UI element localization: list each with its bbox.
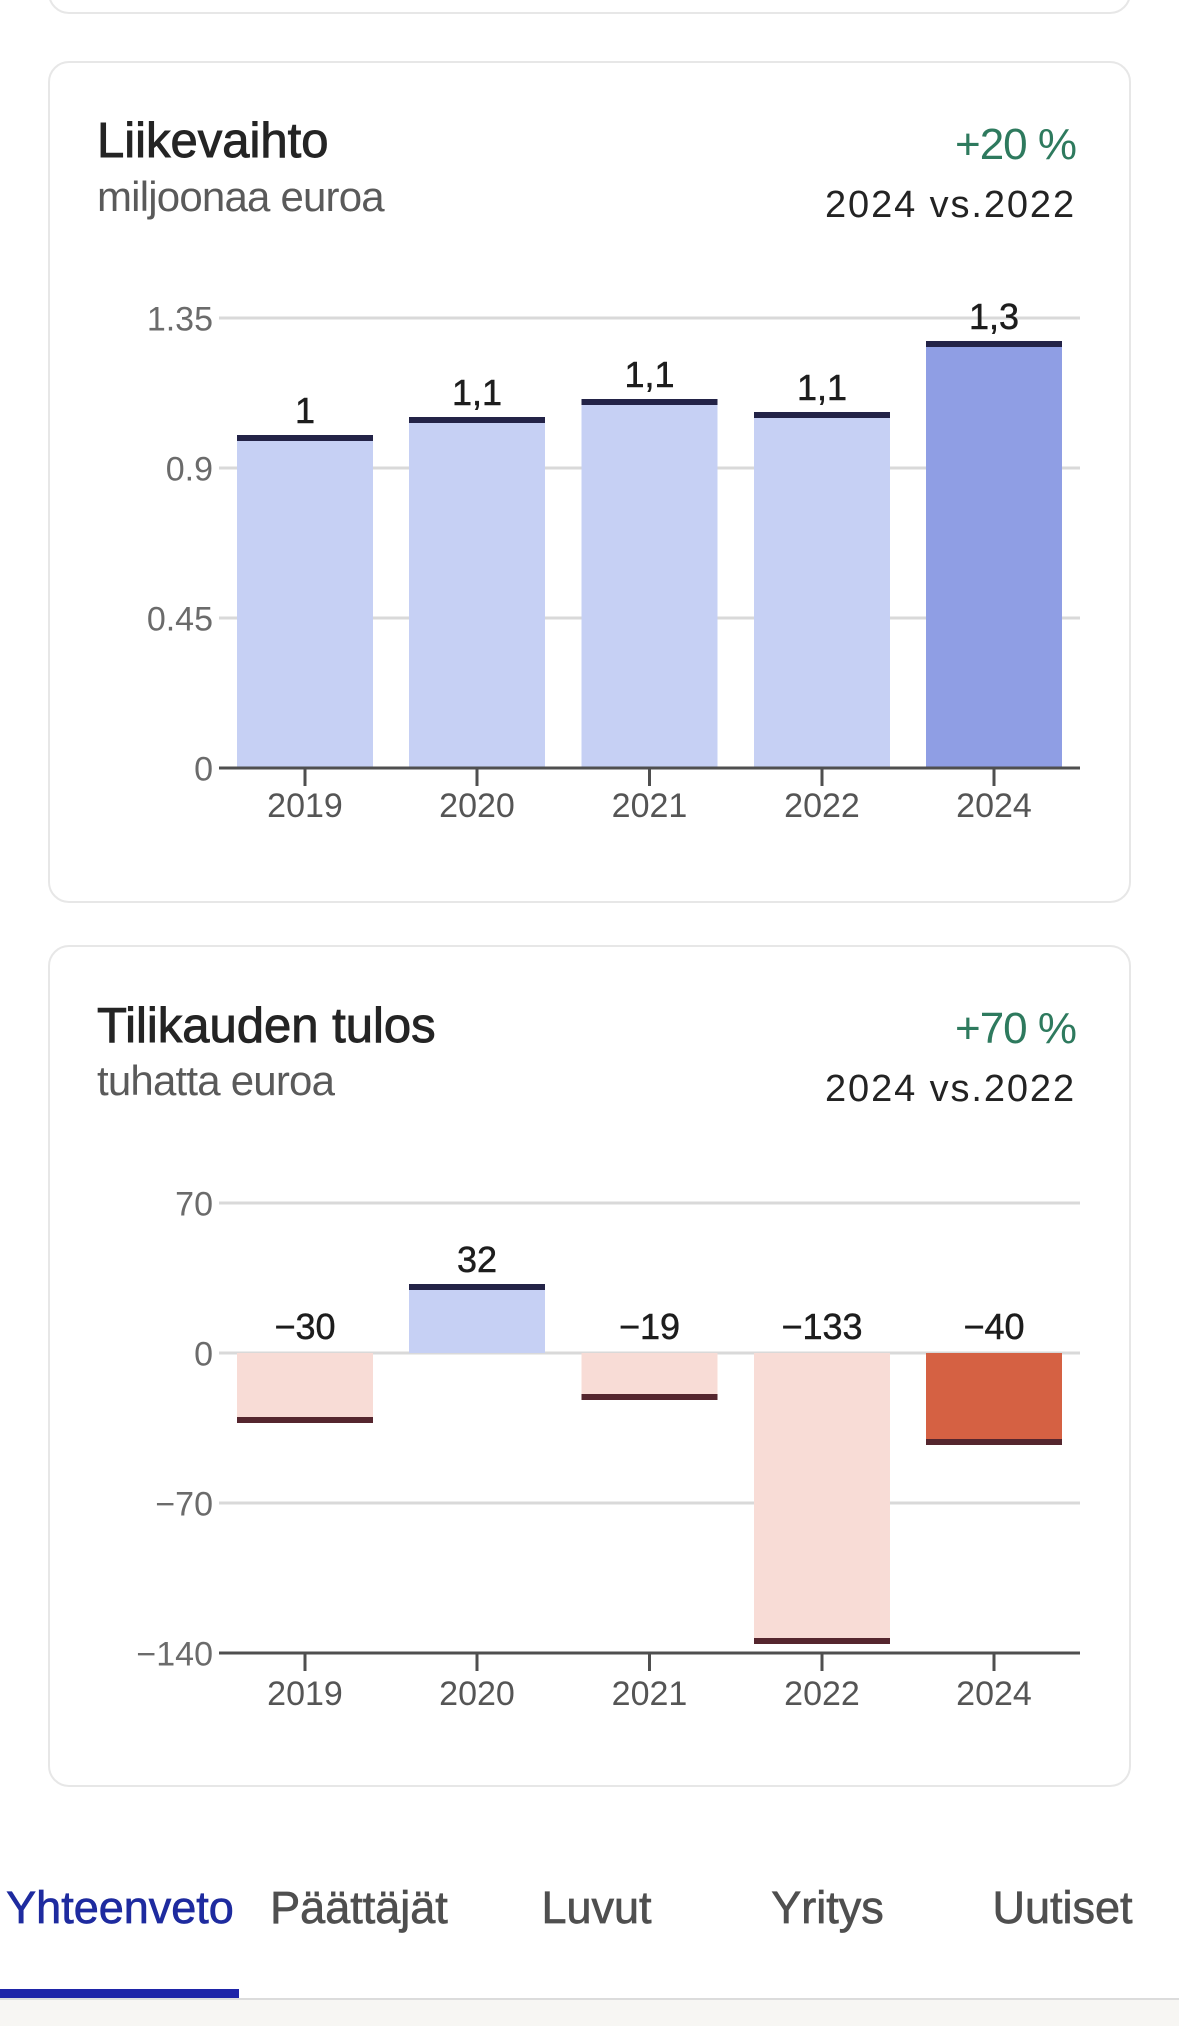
svg-text:−140: −140 [136,1636,213,1674]
svg-text:0: 0 [194,1336,213,1374]
svg-text:1.35: 1.35 [147,301,213,339]
svg-text:1,1: 1,1 [452,372,502,413]
svg-text:2019: 2019 [267,1675,343,1713]
svg-text:1,1: 1,1 [624,354,674,395]
svg-text:2020: 2020 [439,1675,515,1713]
svg-text:2024 vs.2022: 2024 vs.2022 [825,1068,1076,1110]
svg-text:2022: 2022 [784,787,860,825]
svg-text:miljoonaa euroa: miljoonaa euroa [97,173,385,220]
svg-text:Uutiset: Uutiset [992,1882,1133,1933]
svg-text:Luvut: Luvut [541,1882,652,1933]
svg-text:Yritys: Yritys [771,1882,884,1933]
svg-text:2020: 2020 [439,787,515,825]
svg-text:0.9: 0.9 [166,451,213,489]
svg-text:−19: −19 [619,1306,680,1347]
svg-text:Yhteenveto: Yhteenveto [6,1882,234,1933]
svg-text:1: 1 [295,390,315,431]
svg-text:0: 0 [194,751,213,789]
svg-text:0.45: 0.45 [147,601,213,639]
svg-text:1,1: 1,1 [797,367,847,408]
svg-text:2024: 2024 [956,787,1032,825]
svg-text:−40: −40 [963,1306,1024,1347]
svg-text:−30: −30 [274,1306,335,1347]
svg-text:+70 %: +70 % [955,1004,1076,1053]
svg-text:32: 32 [457,1239,497,1280]
svg-text:Päättäjät: Päättäjät [270,1882,448,1933]
svg-text:2021: 2021 [612,787,688,825]
svg-text:1,3: 1,3 [969,296,1019,337]
svg-text:2024 vs.2022: 2024 vs.2022 [825,184,1076,226]
svg-text:2022: 2022 [784,1675,860,1713]
svg-text:Liikevaihto: Liikevaihto [97,114,329,168]
svg-text:tuhatta euroa: tuhatta euroa [97,1057,336,1104]
svg-text:+20 %: +20 % [955,120,1076,169]
svg-text:70: 70 [175,1186,213,1224]
svg-text:−133: −133 [781,1306,862,1347]
svg-text:2019: 2019 [267,787,343,825]
svg-text:−70: −70 [155,1486,213,1524]
svg-text:Tilikauden tulos: Tilikauden tulos [97,999,436,1053]
svg-text:2021: 2021 [612,1675,688,1713]
svg-text:2024: 2024 [956,1675,1032,1713]
